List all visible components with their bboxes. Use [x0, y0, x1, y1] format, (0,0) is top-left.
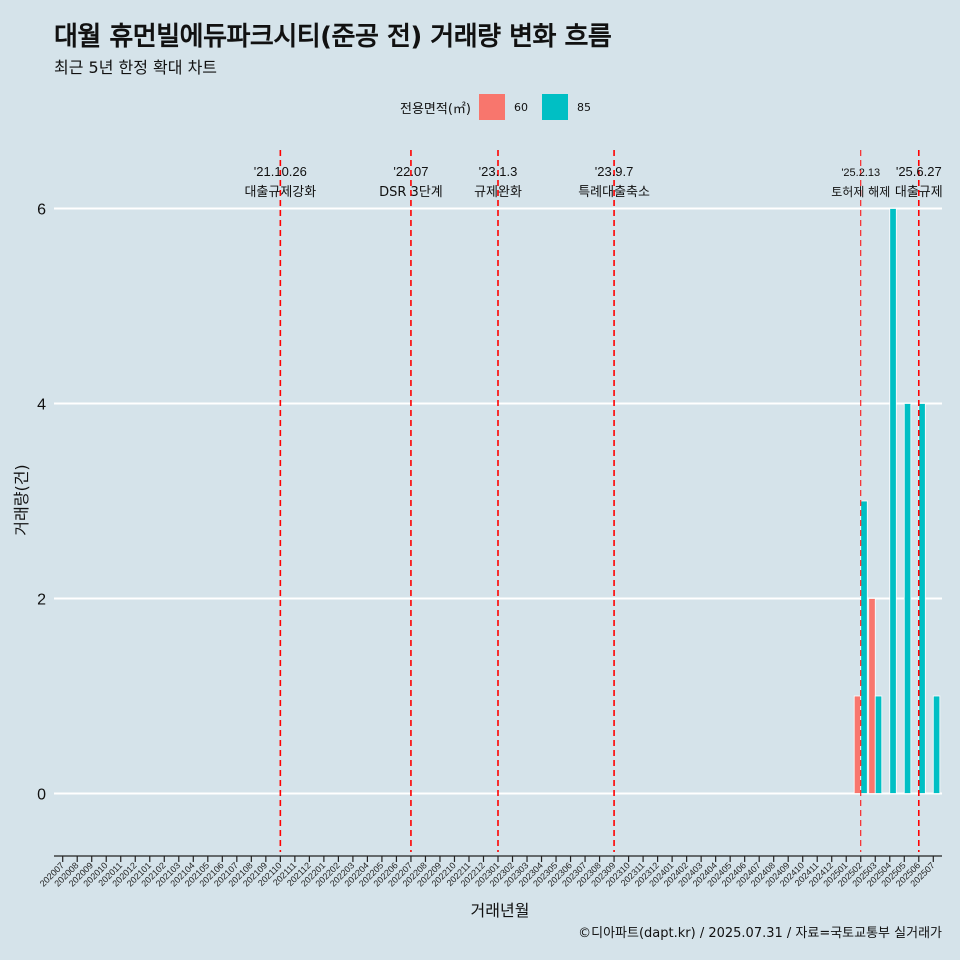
y-tick-label: 0	[37, 787, 46, 804]
bar-60-202502	[853, 695, 862, 794]
event-date-label: '22.07	[393, 164, 428, 179]
y-tick-label: 4	[37, 397, 46, 414]
event-name-label: 대출규제	[895, 185, 943, 200]
event-date-label: '23.1.3	[479, 164, 518, 179]
legend-key-85	[541, 94, 568, 120]
event-date-label: '25.2.13	[841, 167, 880, 179]
event-name-label: 토허제 해제	[831, 185, 890, 199]
bar-85-202507	[932, 695, 941, 794]
legend-label-85: 85	[576, 100, 591, 114]
bar-85-202506	[918, 403, 926, 794]
y-tick-label: 6	[37, 202, 46, 219]
event-name-label: 대출규제강화	[244, 185, 316, 200]
chart-subtitle: 최근 5년 한정 확대 차트	[54, 58, 218, 77]
bar-85-202503	[874, 695, 883, 794]
event-name-label: DSR 3단계	[379, 185, 443, 200]
event-date-label: '23.9.7	[595, 164, 634, 179]
bar-85-202505	[903, 403, 912, 794]
legend-label-60: 60	[513, 100, 528, 114]
event-name-label: 규제완화	[474, 185, 522, 200]
y-axis-label: 거래량(건)	[12, 464, 31, 536]
legend-title: 전용면적(㎡)	[400, 101, 471, 117]
event-date-label: '21.10.26	[254, 164, 307, 179]
bar-85-202504	[889, 208, 897, 794]
legend-key-60	[478, 94, 505, 120]
bar-85-202502	[860, 500, 868, 794]
x-axis-label: 거래년월	[470, 901, 530, 920]
y-tick-label: 2	[37, 592, 46, 609]
source-caption: ©디아파트(dapt.kr) / 2025.07.31 / 자료=국토교통부 실…	[578, 926, 942, 941]
bar-60-202503	[868, 598, 876, 794]
event-name-label: 특례대출축소	[578, 185, 650, 200]
event-date-label: '25.6.27	[896, 164, 942, 179]
legend: 전용면적(㎡) 60 85	[400, 93, 605, 121]
chart-title: 대월 휴먼빌에듀파크시티(준공 전) 거래량 변화 흐름	[54, 22, 612, 52]
